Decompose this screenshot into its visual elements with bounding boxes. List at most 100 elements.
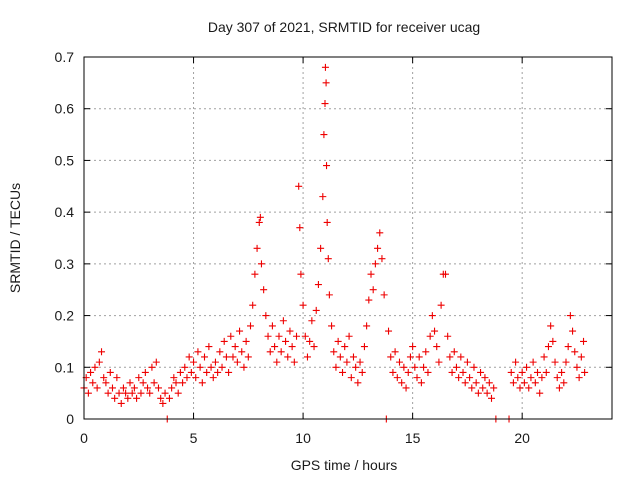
data-point <box>459 368 467 376</box>
data-point <box>540 353 548 361</box>
data-point <box>367 270 375 278</box>
x-tick-label: 5 <box>190 430 198 446</box>
data-point <box>404 368 412 376</box>
x-axis-label: GPS time / hours <box>291 457 398 473</box>
data-point <box>141 368 149 376</box>
data-point <box>328 322 336 330</box>
data-point <box>509 379 517 387</box>
data-point <box>303 353 311 361</box>
data-point <box>157 394 165 402</box>
data-point <box>98 348 106 356</box>
data-point <box>113 374 121 382</box>
data-point <box>128 389 136 397</box>
data-point <box>409 343 417 351</box>
data-point <box>393 374 401 382</box>
data-point <box>319 193 327 201</box>
data-point <box>262 312 270 320</box>
data-point <box>547 322 555 330</box>
data-point <box>108 384 116 392</box>
data-point <box>330 348 338 356</box>
data-point <box>200 353 208 361</box>
data-point <box>218 363 226 371</box>
data-point <box>321 100 329 108</box>
data-point <box>130 384 138 392</box>
data-point <box>227 332 235 340</box>
data-point <box>236 327 244 335</box>
data-point <box>325 291 333 299</box>
data-point <box>231 343 239 351</box>
data-point <box>571 348 579 356</box>
data-point <box>481 374 489 382</box>
data-point <box>249 301 257 309</box>
data-point <box>170 374 178 382</box>
data-point <box>538 374 546 382</box>
data-point <box>216 348 224 356</box>
y-tick-label: 0.1 <box>55 359 75 375</box>
data-point <box>466 374 474 382</box>
data-point <box>253 244 261 252</box>
data-point <box>551 358 559 366</box>
points-layer <box>80 63 589 423</box>
data-point <box>247 322 255 330</box>
data-point <box>544 343 552 351</box>
data-point <box>207 363 215 371</box>
data-point <box>321 63 329 71</box>
data-point <box>124 394 132 402</box>
data-point <box>349 353 357 361</box>
data-point <box>264 332 272 340</box>
data-point <box>488 394 496 402</box>
data-point <box>290 358 298 366</box>
data-point <box>435 358 443 366</box>
data-point <box>161 389 169 397</box>
data-point <box>284 353 292 361</box>
plot-frame <box>83 56 613 420</box>
data-point <box>150 379 158 387</box>
data-point <box>433 343 441 351</box>
data-point <box>452 363 460 371</box>
data-point <box>196 363 204 371</box>
data-point <box>365 296 373 304</box>
data-point <box>558 368 566 376</box>
data-point <box>310 343 318 351</box>
data-point <box>220 337 228 345</box>
data-point <box>190 358 198 366</box>
data-point <box>192 374 200 382</box>
data-point <box>334 337 342 345</box>
data-point <box>485 379 493 387</box>
data-point <box>577 353 585 361</box>
data-point <box>296 224 304 232</box>
data-point <box>256 213 264 221</box>
x-tick-label: 15 <box>405 430 421 446</box>
data-point <box>317 244 325 252</box>
data-point <box>275 332 283 340</box>
data-point <box>356 358 364 366</box>
data-point <box>266 348 274 356</box>
data-point <box>529 358 537 366</box>
data-point <box>306 337 314 345</box>
data-point <box>126 379 134 387</box>
data-point <box>553 374 561 382</box>
data-point <box>148 363 156 371</box>
data-point <box>255 218 263 226</box>
data-point <box>363 322 371 330</box>
data-point <box>133 394 141 402</box>
data-point <box>91 363 99 371</box>
data-point <box>146 389 154 397</box>
data-point <box>320 131 328 139</box>
data-point <box>560 379 568 387</box>
data-point <box>358 368 366 376</box>
data-point <box>345 332 353 340</box>
data-point <box>400 363 408 371</box>
data-point <box>374 244 382 252</box>
data-point <box>555 384 563 392</box>
data-point <box>463 358 471 366</box>
data-point <box>273 358 281 366</box>
data-point <box>229 353 237 361</box>
data-point <box>332 363 340 371</box>
data-point <box>564 343 572 351</box>
data-point <box>172 379 180 387</box>
data-point <box>339 368 347 376</box>
data-point <box>181 363 189 371</box>
